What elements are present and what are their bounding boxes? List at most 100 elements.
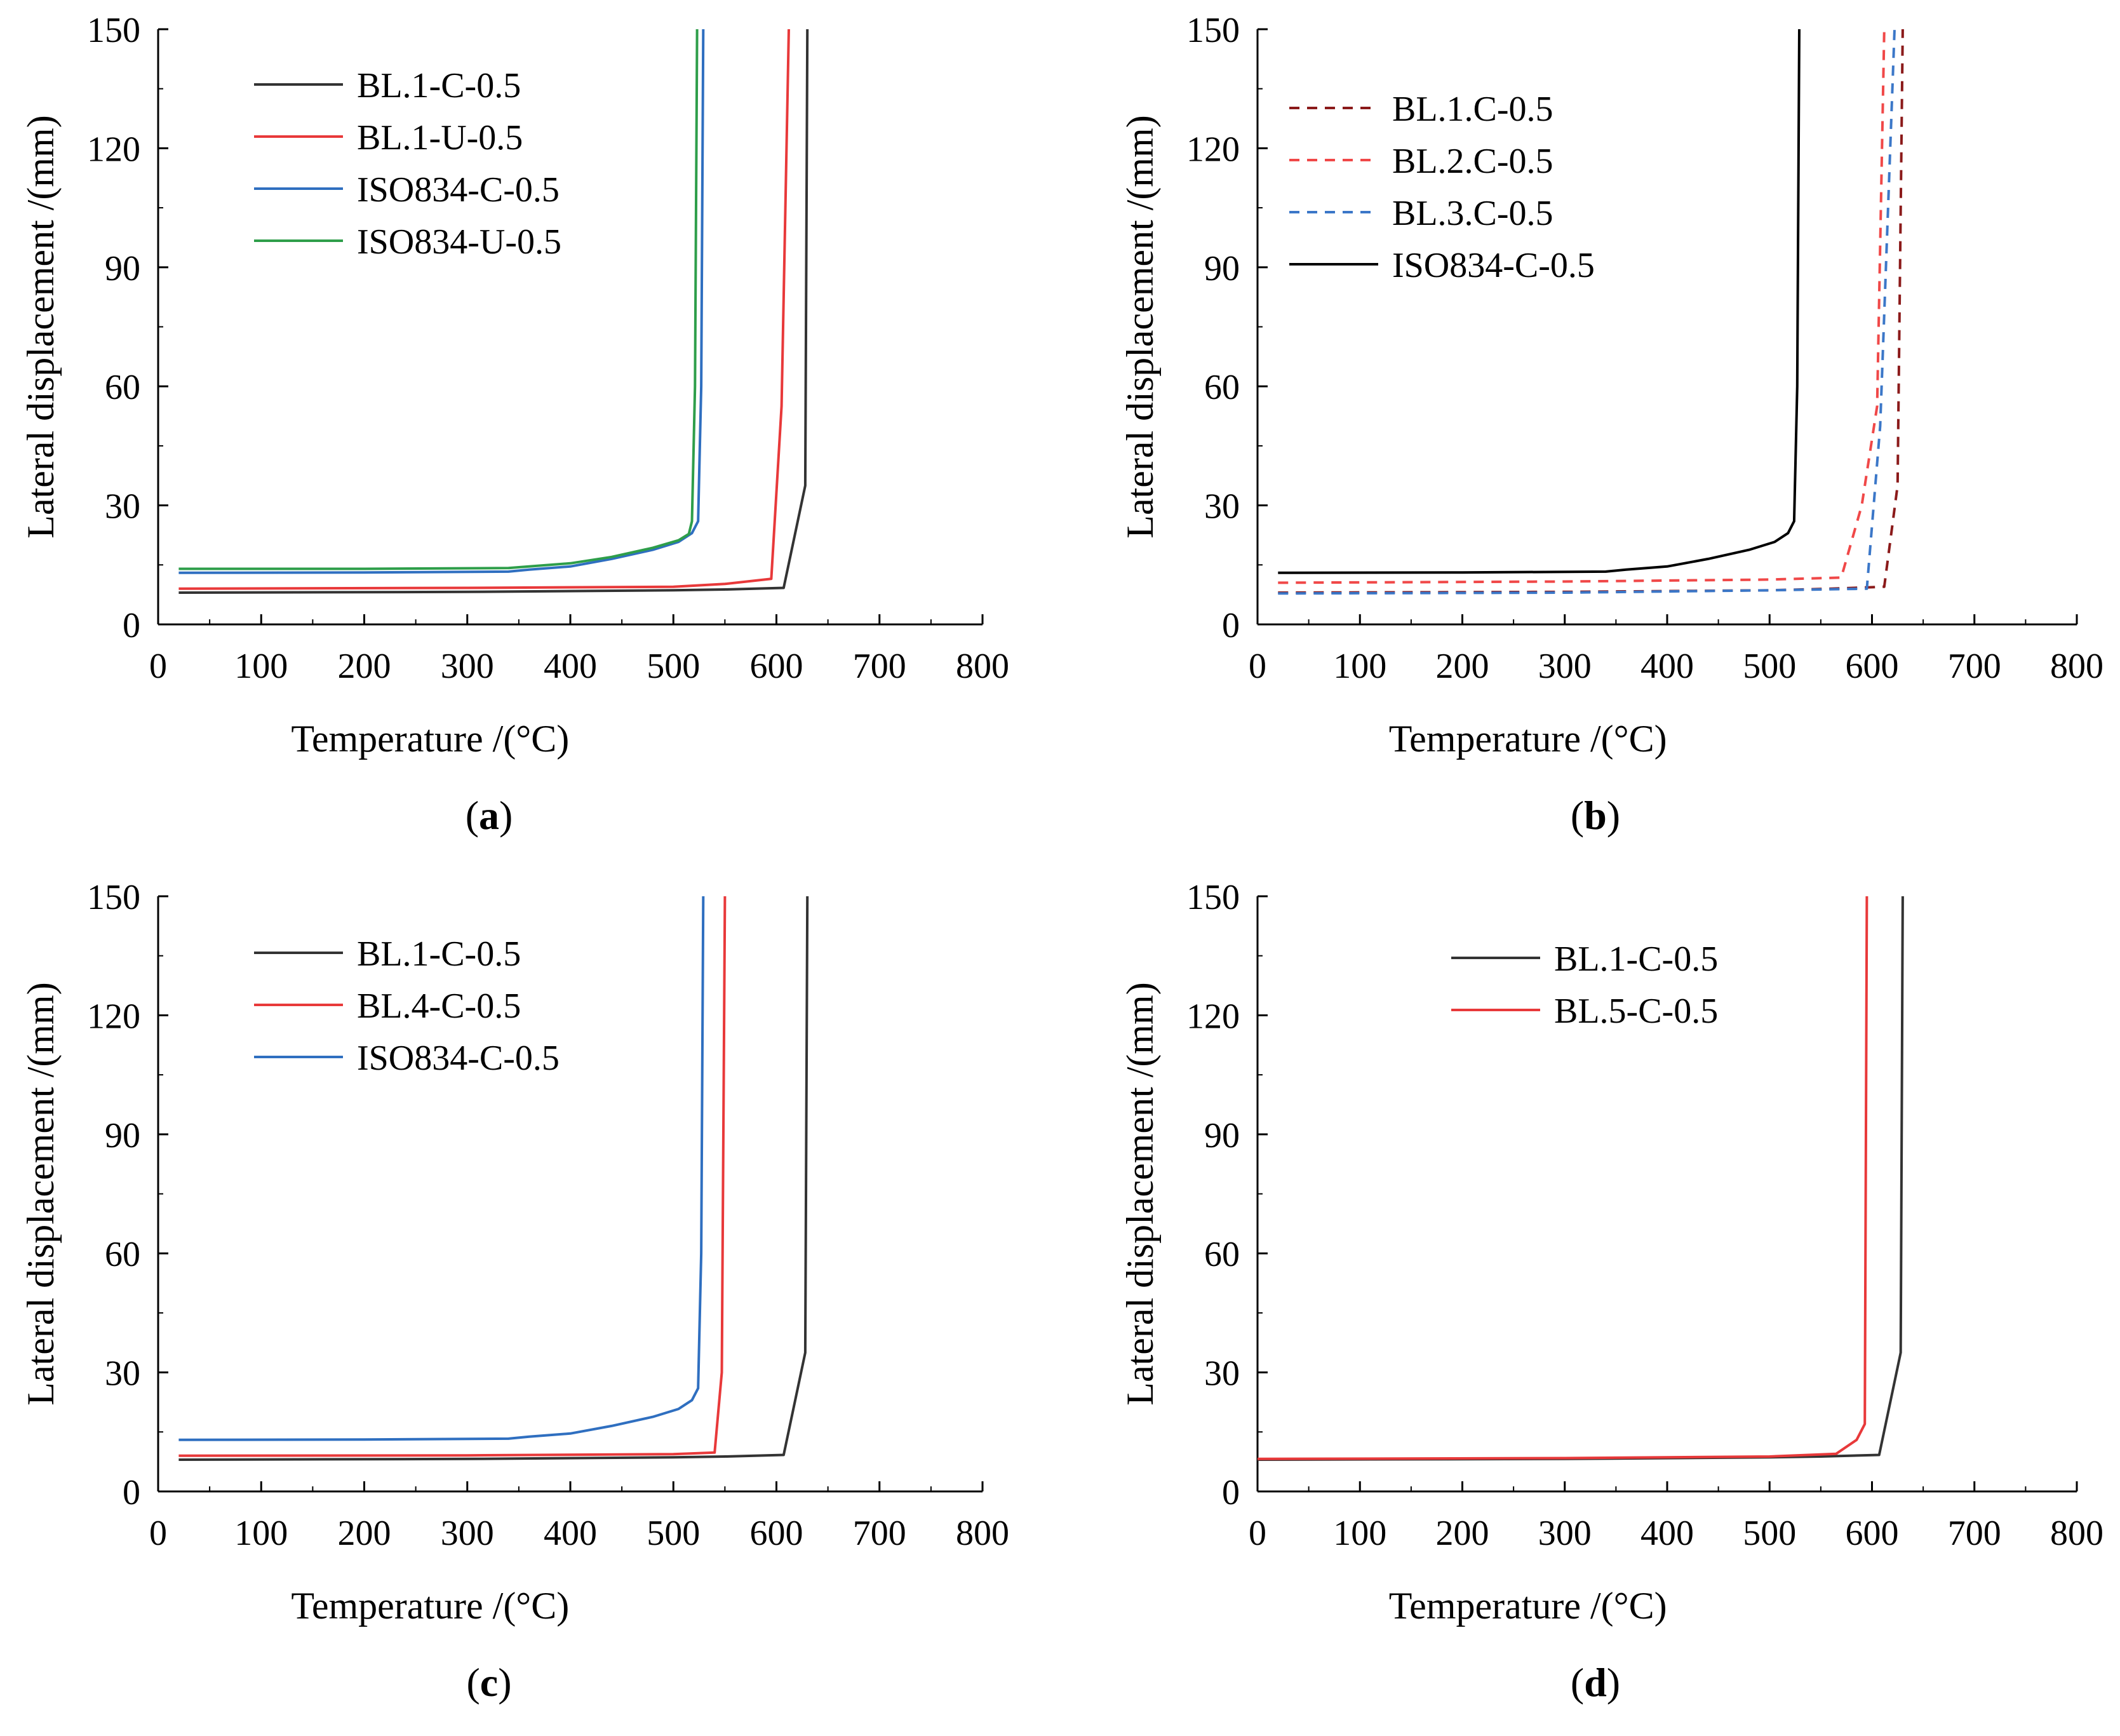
panel-label-letter: b [1584, 793, 1607, 838]
y-tick-label: 30 [1204, 1354, 1240, 1394]
x-tick-label: 700 [853, 1514, 906, 1553]
y-axis-title: Lateral displacement /(mm) [1119, 982, 1161, 1405]
legend-label: BL.1-U-0.5 [357, 118, 523, 158]
x-tick-label: 800 [2050, 647, 2103, 686]
x-axis-title: Temperature /(°C) [1389, 1585, 1667, 1627]
panel-label: (d) [1571, 1660, 1620, 1705]
x-axis-title: Temperature /(°C) [1389, 718, 1667, 760]
y-tick-label: 90 [105, 1116, 140, 1155]
chart-panel-d: 0 100 200 300 400 500 600 700 800 0 30 60 90 120 150 Te… [1119, 878, 2103, 1705]
x-tick-label: 700 [1948, 647, 2001, 686]
panel-label: (b) [1571, 793, 1620, 838]
panel-label: (c) [466, 1660, 511, 1705]
series-line-bl-5-c-0-5 [1258, 896, 1868, 1460]
series-line-iso834-u-0-5 [178, 29, 699, 570]
series-line-bl-1-c-0-5 [178, 896, 809, 1461]
x-tick-label: 100 [234, 647, 288, 686]
panel-label-open: ( [466, 1660, 480, 1705]
x-tick-label: 500 [1743, 1514, 1796, 1553]
x-tick-label: 800 [2050, 1514, 2103, 1553]
panel-label-letter: c [480, 1660, 498, 1705]
legend-label: BL.2.C-0.5 [1392, 142, 1553, 181]
x-tick-label: 500 [647, 1514, 700, 1553]
x-tick-label: 600 [750, 1514, 803, 1553]
x-tick-label: 200 [1436, 1514, 1489, 1553]
legend-label: ISO834-C-0.5 [1392, 246, 1595, 285]
x-axis-title: Temperature /(°C) [291, 718, 569, 760]
legend-label: BL.5-C-0.5 [1554, 992, 1718, 1031]
x-tick-label: 600 [1846, 647, 1899, 686]
legend-label: ISO834-C-0.5 [357, 1039, 560, 1078]
series-line-bl-1-u-0-5 [178, 29, 790, 590]
x-tick-label: 500 [647, 647, 700, 686]
x-tick-label: 100 [234, 1514, 288, 1553]
panel-label-letter: a [479, 793, 499, 838]
series-line-bl-3-c-0-5 [1278, 29, 1896, 595]
y-tick-label: 120 [1186, 997, 1240, 1036]
y-tick-label: 0 [1222, 606, 1240, 645]
x-tick-label: 200 [1436, 647, 1489, 686]
x-tick-label: 700 [1948, 1514, 2001, 1553]
x-tick-label: 700 [853, 647, 906, 686]
y-tick-label: 150 [1186, 878, 1240, 917]
y-tick-label: 0 [123, 1473, 140, 1512]
y-axis-title: Lateral displacement /(mm) [1119, 115, 1161, 538]
x-tick-label: 500 [1743, 647, 1796, 686]
x-tick-label: 600 [1846, 1514, 1899, 1553]
panel-label-close: ) [1607, 793, 1620, 838]
legend-label: ISO834-U-0.5 [357, 222, 561, 262]
series-line-bl-1-c-0-5 [1278, 29, 1904, 594]
y-tick-label: 30 [1204, 487, 1240, 527]
x-tick-label: 0 [149, 647, 167, 686]
y-tick-label: 90 [1204, 1116, 1240, 1155]
chart-panel-b: 0 100 200 300 400 500 600 700 800 0 30 60 90 120 150 Te… [1119, 11, 2103, 838]
x-tick-label: 800 [956, 647, 1009, 686]
x-axis-title: Temperature /(°C) [291, 1585, 569, 1627]
panel-label-open: ( [1571, 1660, 1584, 1705]
series-line-bl-4-c-0-5 [178, 896, 727, 1457]
panel-label-letter: d [1584, 1660, 1607, 1705]
y-tick-label: 120 [1186, 130, 1240, 169]
series-line-iso834-c-0-5 [178, 29, 705, 574]
x-tick-label: 400 [1640, 647, 1694, 686]
y-axis-title: Lateral displacement /(mm) [20, 982, 62, 1405]
series-line-bl-2-c-0-5 [1278, 29, 1886, 584]
y-tick-label: 90 [105, 249, 140, 288]
x-tick-label: 100 [1333, 647, 1386, 686]
series-line-bl-1-c-0-5 [178, 29, 809, 594]
x-tick-label: 300 [1538, 647, 1592, 686]
panel-label-open: ( [466, 793, 479, 838]
x-tick-label: 300 [441, 1514, 494, 1553]
x-tick-label: 400 [544, 1514, 597, 1553]
x-tick-label: 0 [1249, 647, 1266, 686]
chart-panel-c: 0 100 200 300 400 500 600 700 800 0 30 60 90 120 150 Te… [20, 878, 1009, 1705]
x-tick-label: 200 [338, 1514, 391, 1553]
legend-label: BL.1-C-0.5 [1554, 939, 1718, 979]
x-tick-label: 300 [1538, 1514, 1592, 1553]
panel-label: (a) [466, 793, 513, 838]
legend-label: BL.4-C-0.5 [357, 986, 521, 1026]
y-tick-label: 150 [87, 11, 140, 50]
x-tick-label: 800 [956, 1514, 1009, 1553]
x-tick-label: 400 [544, 647, 597, 686]
y-axis-title: Lateral displacement /(mm) [20, 115, 62, 538]
y-tick-label: 30 [105, 487, 140, 527]
y-tick-label: 0 [123, 606, 140, 645]
legend-label: ISO834-C-0.5 [357, 170, 560, 210]
panel-label-close: ) [499, 793, 513, 838]
legend-label: BL.1.C-0.5 [1392, 90, 1553, 129]
x-tick-label: 0 [1249, 1514, 1266, 1553]
y-tick-label: 60 [1204, 1235, 1240, 1274]
series-line-iso834-c-0-5 [1278, 29, 1801, 574]
series-line-bl-1-c-0-5 [1258, 896, 1904, 1461]
x-tick-label: 600 [750, 647, 803, 686]
y-tick-label: 30 [105, 1354, 140, 1394]
x-tick-label: 200 [338, 647, 391, 686]
panel-label-open: ( [1571, 793, 1584, 838]
y-tick-label: 90 [1204, 249, 1240, 288]
legend-label: BL.1-C-0.5 [357, 934, 521, 974]
legend-label: BL.1-C-0.5 [357, 66, 521, 105]
legend-label: BL.3.C-0.5 [1392, 194, 1553, 233]
y-tick-label: 60 [105, 1235, 140, 1274]
y-tick-label: 150 [1186, 11, 1240, 50]
